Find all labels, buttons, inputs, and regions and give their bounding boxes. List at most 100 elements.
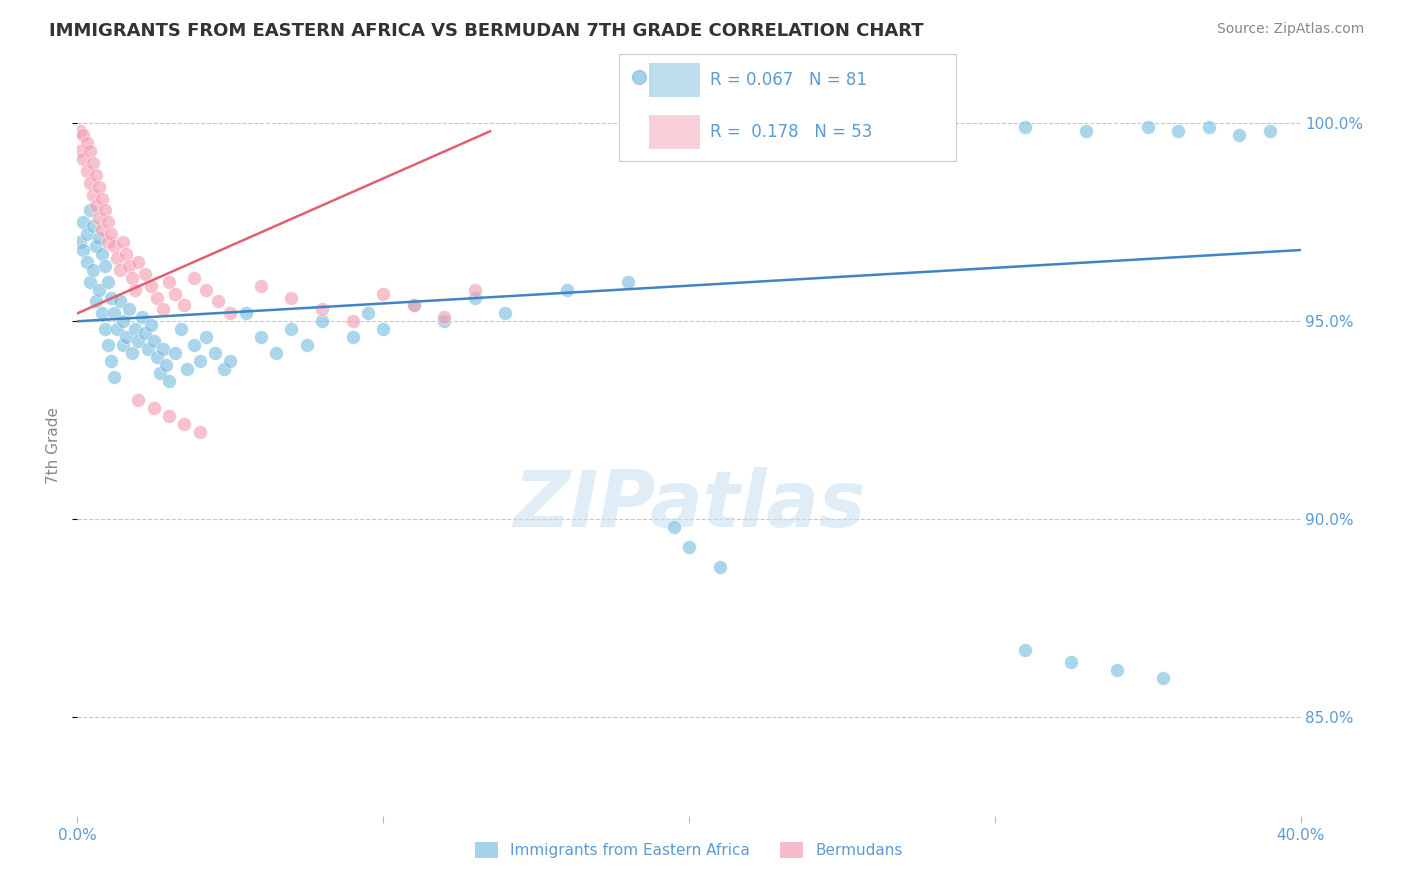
Point — [82, 262, 104, 277]
Point — [155, 358, 177, 372]
Point — [79, 144, 101, 158]
Point — [146, 350, 169, 364]
Point — [121, 270, 143, 285]
Point — [79, 176, 101, 190]
Point — [108, 262, 131, 277]
Point — [72, 152, 94, 166]
Point — [127, 393, 149, 408]
Y-axis label: 7th Grade: 7th Grade — [45, 408, 60, 484]
Point — [69, 235, 91, 249]
Point — [1107, 663, 1129, 677]
Point — [72, 243, 94, 257]
Point — [136, 342, 159, 356]
Point — [250, 330, 273, 344]
Point — [97, 235, 120, 249]
Point — [82, 219, 104, 234]
Point — [235, 306, 257, 320]
Point — [464, 283, 486, 297]
Point — [90, 247, 112, 261]
Point — [219, 306, 242, 320]
Point — [1014, 643, 1036, 657]
Point — [90, 223, 112, 237]
Point — [76, 164, 98, 178]
Point — [157, 275, 180, 289]
Point — [108, 294, 131, 309]
Point — [134, 267, 156, 281]
Point — [103, 369, 125, 384]
Point — [1198, 120, 1220, 135]
Point — [183, 270, 205, 285]
Point — [1167, 124, 1189, 138]
Point — [311, 302, 333, 317]
Point — [1229, 128, 1251, 143]
Point — [94, 203, 117, 218]
Point — [495, 306, 517, 320]
Point — [84, 294, 107, 309]
Point — [112, 235, 135, 249]
Point — [173, 298, 195, 312]
Point — [121, 346, 143, 360]
Point — [204, 346, 226, 360]
Point — [82, 187, 104, 202]
Point — [100, 291, 122, 305]
Point — [1136, 120, 1159, 135]
Point — [103, 306, 125, 320]
Point — [87, 231, 110, 245]
Point — [207, 294, 229, 309]
Point — [188, 354, 211, 368]
Point — [678, 540, 700, 554]
Point — [97, 338, 120, 352]
Text: Source: ZipAtlas.com: Source: ZipAtlas.com — [1216, 22, 1364, 37]
Point — [94, 259, 117, 273]
Point — [100, 354, 122, 368]
Point — [105, 322, 128, 336]
Point — [264, 346, 287, 360]
Point — [219, 354, 242, 368]
Point — [357, 306, 380, 320]
Point — [212, 361, 235, 376]
Point — [149, 366, 172, 380]
FancyBboxPatch shape — [650, 63, 700, 97]
Point — [402, 298, 425, 312]
Point — [176, 361, 198, 376]
Point — [371, 322, 394, 336]
Point — [90, 306, 112, 320]
Point — [69, 124, 91, 138]
Point — [194, 330, 217, 344]
Point — [76, 255, 98, 269]
Point — [84, 239, 107, 253]
Point — [105, 251, 128, 265]
Point — [115, 247, 138, 261]
Point — [146, 291, 169, 305]
Point — [112, 314, 135, 328]
Point — [433, 314, 456, 328]
Point — [165, 346, 187, 360]
Point — [94, 322, 117, 336]
Text: IMMIGRANTS FROM EASTERN AFRICA VS BERMUDAN 7TH GRADE CORRELATION CHART: IMMIGRANTS FROM EASTERN AFRICA VS BERMUD… — [49, 22, 924, 40]
Point — [188, 425, 211, 439]
Point — [87, 283, 110, 297]
Point — [84, 199, 107, 213]
Point — [1014, 120, 1036, 135]
Legend: Immigrants from Eastern Africa, Bermudans: Immigrants from Eastern Africa, Bermudan… — [468, 836, 910, 864]
Point — [124, 322, 146, 336]
Point — [280, 291, 302, 305]
Point — [69, 144, 91, 158]
Point — [79, 275, 101, 289]
Point — [342, 314, 364, 328]
Point — [1258, 124, 1281, 138]
Point — [250, 278, 273, 293]
Point — [311, 314, 333, 328]
Point — [165, 286, 187, 301]
Point — [194, 283, 217, 297]
Point — [87, 211, 110, 226]
Text: ZIPatlas: ZIPatlas — [513, 467, 865, 543]
Point — [433, 310, 456, 325]
Point — [79, 203, 101, 218]
Point — [170, 322, 193, 336]
Point — [127, 255, 149, 269]
Point — [152, 302, 174, 317]
Point — [100, 227, 122, 242]
Point — [97, 275, 120, 289]
Point — [76, 227, 98, 242]
